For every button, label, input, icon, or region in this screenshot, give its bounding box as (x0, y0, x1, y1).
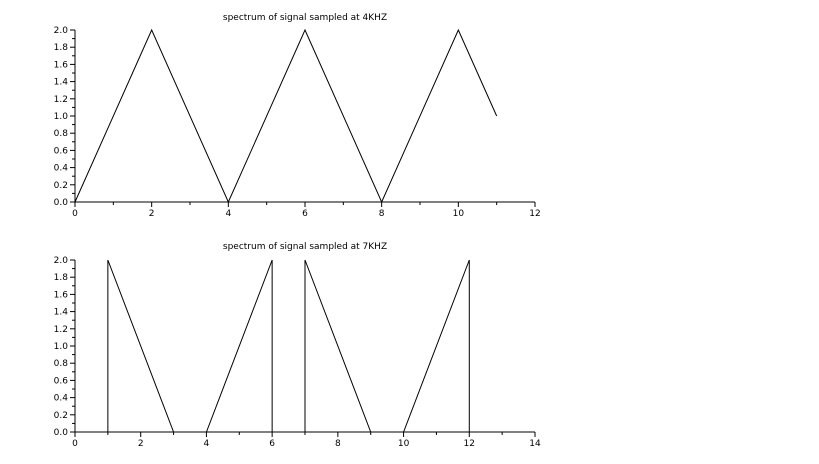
plot-spectrum-4khz: spectrum of signal sampled at 4KHZ 0.0 0.2… (54, 13, 541, 219)
x-tick-label: 10 (453, 209, 465, 219)
y-tick-label: 0.4 (54, 394, 69, 404)
y-tick-label: 1.4 (54, 308, 69, 318)
y-tick-label: 0.6 (54, 146, 69, 156)
y-tick-label: 2.0 (54, 26, 69, 36)
y-tick-label: 1.0 (54, 342, 69, 352)
y-tick-label: 0.4 (54, 164, 69, 174)
x-tick-label: 0 (72, 209, 78, 219)
x-tick-label: 6 (302, 209, 308, 219)
x-tick-label: 6 (269, 439, 275, 449)
y-tick-label: 1.0 (54, 112, 69, 122)
y-tick-label: 0.8 (54, 129, 69, 139)
y-tick-label: 0.2 (54, 411, 68, 421)
series-line (108, 260, 469, 432)
y-tick-label: 1.2 (54, 325, 68, 335)
x-tick-label: 8 (379, 209, 385, 219)
x-tick-label: 12 (464, 439, 475, 449)
x-tick-label: 2 (149, 209, 155, 219)
series-line (75, 30, 497, 202)
y-tick-label: 1.8 (54, 43, 69, 53)
y-tick-label: 1.8 (54, 273, 69, 283)
y-tick-label: 1.2 (54, 95, 68, 105)
x-tick-label: 8 (335, 439, 341, 449)
y-tick-label: 2.0 (54, 256, 69, 266)
y-tick-label: 1.4 (54, 78, 69, 88)
y-tick-label: 1.6 (54, 290, 69, 300)
y-tick-label: 0.6 (54, 376, 69, 386)
y-tick-label: 0.8 (54, 359, 69, 369)
y-tick-label: 0.0 (54, 198, 69, 208)
x-tick-label: 14 (529, 439, 541, 449)
y-tick-label: 1.6 (54, 60, 69, 70)
x-tick-label: 0 (72, 439, 78, 449)
plot-spectrum-7khz: spectrum of signal sampled at 7KHZ 0.0 0.2… (54, 242, 541, 449)
y-tick-label: 0.0 (54, 428, 69, 438)
x-tick-label: 4 (225, 209, 231, 219)
y-tick-label: 0.2 (54, 181, 68, 191)
chart-title: spectrum of signal sampled at 4KHZ (223, 13, 387, 23)
chart-title: spectrum of signal sampled at 7KHZ (223, 242, 387, 252)
x-tick-label: 12 (529, 209, 540, 219)
x-tick-label: 10 (398, 439, 410, 449)
x-tick-label: 2 (138, 439, 144, 449)
x-tick-label: 4 (204, 439, 210, 449)
